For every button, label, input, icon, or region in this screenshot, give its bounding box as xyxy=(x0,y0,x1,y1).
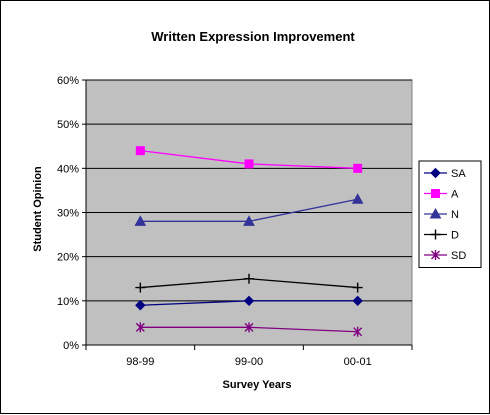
data-point-n xyxy=(243,215,255,226)
data-point-sa xyxy=(352,295,363,307)
data-point-sd xyxy=(135,322,145,333)
y-tick-label: 20% xyxy=(57,252,79,264)
y-tick-label: 40% xyxy=(57,163,79,175)
legend-marker-sa xyxy=(430,167,441,179)
x-tick-label: 99-00 xyxy=(235,356,263,368)
legend-label-sa: SA xyxy=(451,168,466,180)
chart-title: Written Expression Improvement xyxy=(151,29,355,44)
legend-marker-a xyxy=(431,189,440,198)
data-point-n xyxy=(134,215,147,226)
legend-label-sd: SD xyxy=(451,250,466,262)
y-tick-label: 60% xyxy=(57,75,79,87)
legend-marker-n xyxy=(429,207,442,219)
data-point-a xyxy=(135,146,145,156)
data-point-sa xyxy=(135,300,146,311)
data-point-d xyxy=(352,282,363,293)
legend: SA AND SD xyxy=(418,160,482,268)
data-point-n xyxy=(351,193,364,204)
data-point-a xyxy=(244,159,254,169)
legend-label-d: D xyxy=(451,230,459,242)
x-tick-label: 98-99 xyxy=(126,356,154,368)
y-tick-label: 0% xyxy=(63,340,79,352)
y-tick-label: 30% xyxy=(57,208,79,220)
y-tick-label: 10% xyxy=(57,296,79,308)
x-axis-label: Survey Years xyxy=(223,379,292,391)
data-point-sd xyxy=(353,326,363,337)
data-point-d xyxy=(135,282,146,293)
legend-marker-d xyxy=(430,229,441,240)
legend-marker-sd xyxy=(431,250,440,260)
legend-label-n: N xyxy=(451,209,459,221)
x-tick-label: 00-01 xyxy=(344,356,372,368)
plot-area: 0% 10% 20% 30% 40% 50% 60% 98-99 99-00 00-01 xyxy=(57,75,413,368)
y-tick-label: 50% xyxy=(57,119,79,131)
data-point-sa xyxy=(243,295,255,307)
y-axis-label: Student Opinion xyxy=(32,166,44,252)
data-point-d xyxy=(244,273,254,284)
legend-label-a: A xyxy=(451,189,459,201)
data-point-a xyxy=(353,163,363,173)
data-point-sd xyxy=(244,322,254,333)
